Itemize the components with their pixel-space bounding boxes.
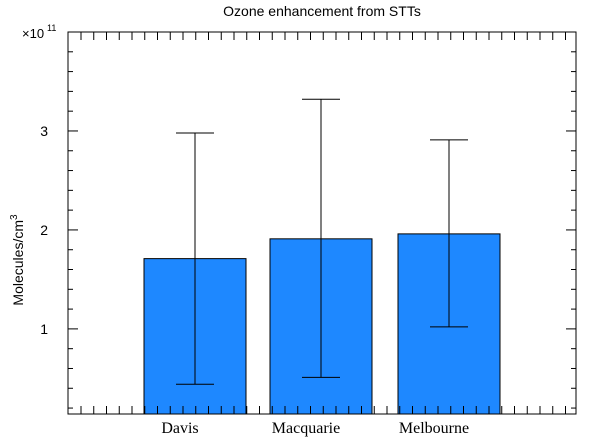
y-multiplier-exponent: 11 [47, 23, 56, 33]
y-axis-label-superscript: 3 [9, 214, 20, 220]
y-axis-label: Molecules/cm3 [9, 214, 26, 306]
y-axis-label-text: Molecules/cm [10, 220, 26, 306]
x-tick-label-melbourne: Melbourne [399, 420, 469, 437]
y-multiplier-base: ×10 [22, 26, 44, 41]
x-tick-label-davis: Davis [161, 420, 198, 437]
error-bars [176, 98, 468, 385]
x-tick-label-macquarie: Macquarie [272, 420, 340, 437]
axis-ticks [68, 32, 576, 414]
plot-frame [67, 31, 577, 415]
x-tick-labels: Davis Macquarie Melbourne [161, 420, 469, 437]
y-tick-label: 1 [40, 321, 48, 337]
bars [143, 233, 501, 415]
chart-title: Ozone enhancement from STTs [223, 3, 421, 19]
y-tick-label: 3 [40, 123, 48, 139]
y-tick-label: 2 [40, 222, 48, 238]
y-tick-labels: 1 2 3 [40, 123, 48, 337]
y-multiplier: ×10 11 [22, 23, 56, 41]
